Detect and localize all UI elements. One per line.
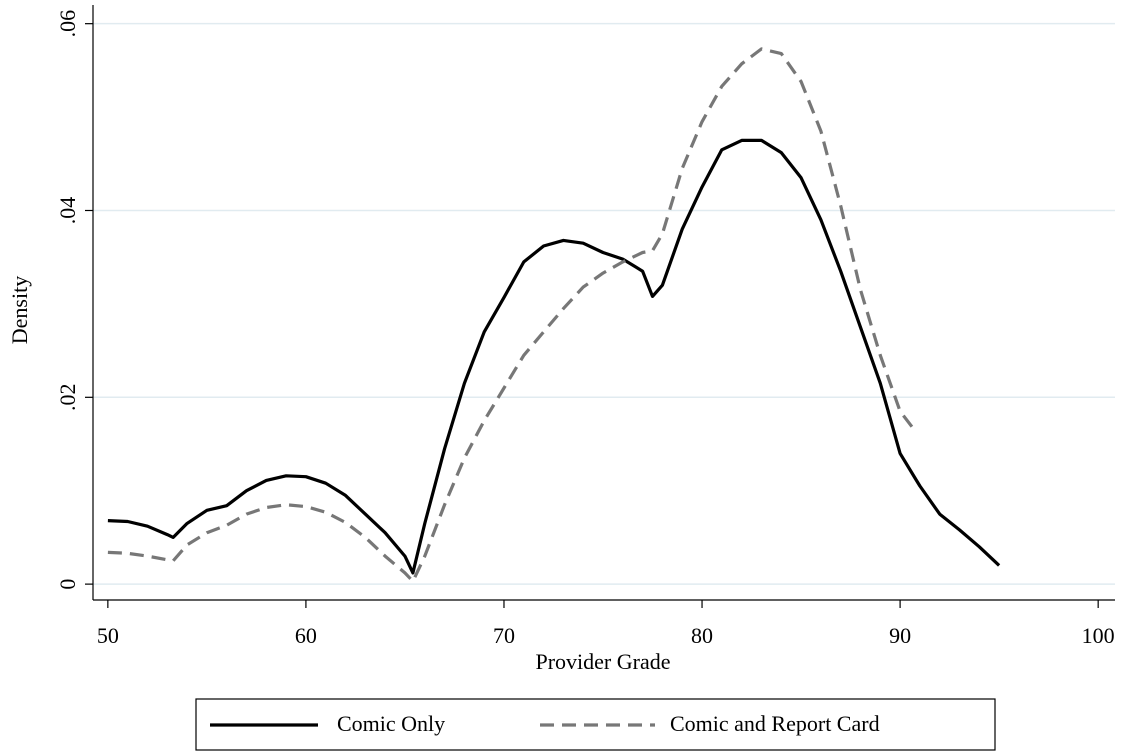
x-tick-label: 100 <box>1082 623 1115 648</box>
y-axis-label: Density <box>7 276 32 344</box>
legend-label: Comic and Report Card <box>670 711 880 736</box>
y-tick-label: .06 <box>55 10 80 38</box>
series-line <box>107 47 918 583</box>
x-tick-label: 80 <box>691 623 713 648</box>
x-tick-label: 70 <box>493 623 515 648</box>
y-tick-label: .02 <box>55 384 80 412</box>
y-tick-label: .04 <box>55 197 80 225</box>
legend-label: Comic Only <box>337 711 445 736</box>
x-tick-label: 90 <box>889 623 911 648</box>
x-tick-label: 60 <box>295 623 317 648</box>
x-tick-label: 50 <box>97 623 119 648</box>
y-tick-label: 0 <box>55 579 80 590</box>
series-line <box>107 138 1001 575</box>
x-axis-label: Provider Grade <box>535 649 670 674</box>
